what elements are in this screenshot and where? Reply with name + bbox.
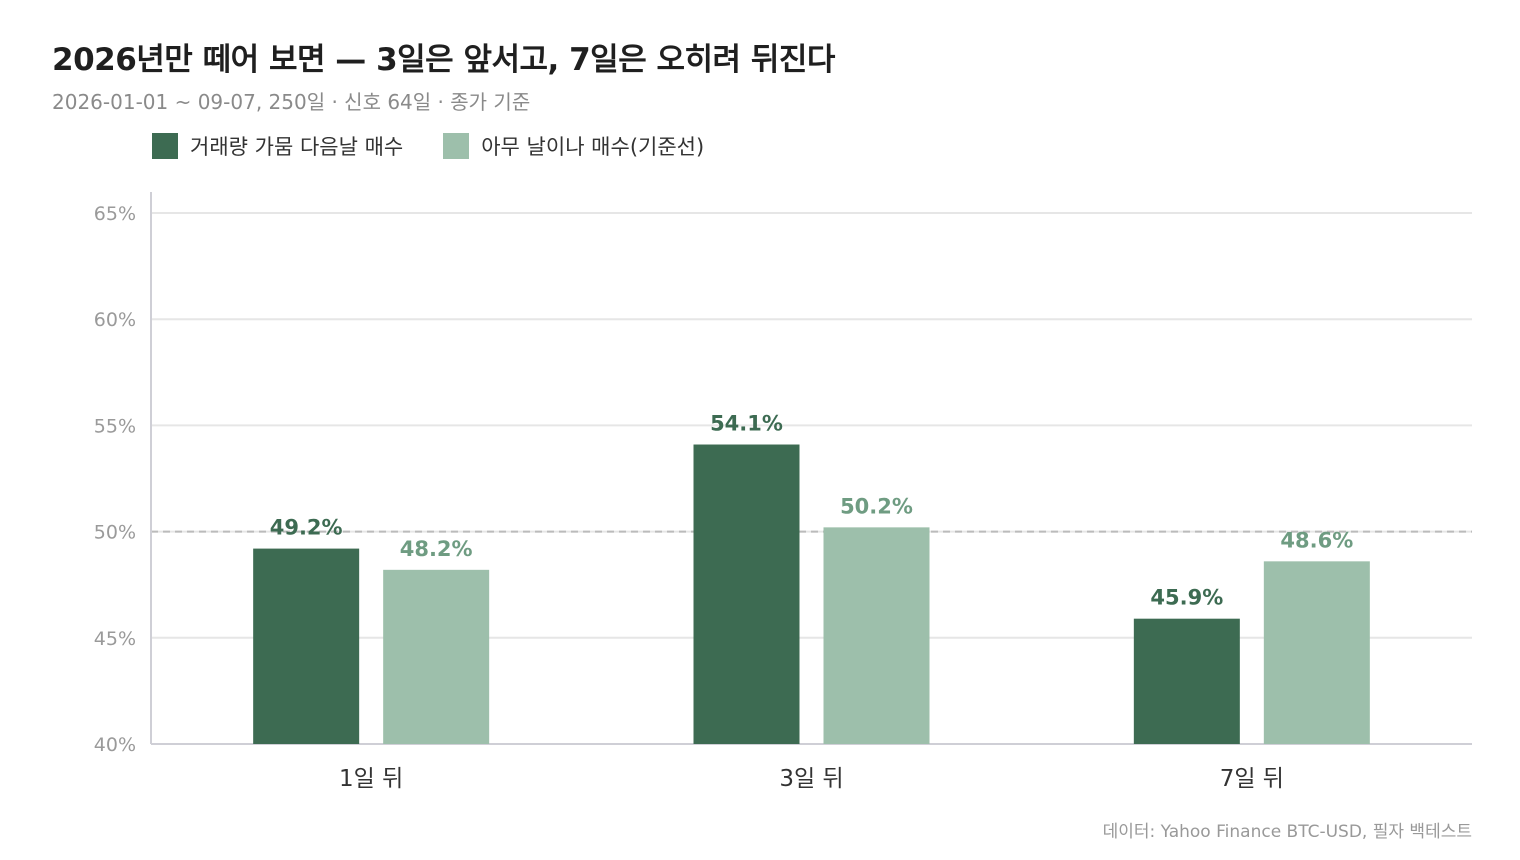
chart-title: 2026년만 떼어 보면 — 3일은 앞서고, 7일은 오히려 뒤진다: [52, 42, 835, 78]
x-tick-label: 7일 뒤: [1220, 766, 1284, 792]
data-label: 48.2%: [400, 537, 473, 561]
y-tick-label: 60%: [94, 309, 136, 331]
y-tick-label: 50%: [94, 522, 136, 544]
bar-signal: [253, 548, 360, 744]
y-tick-label: 40%: [94, 734, 136, 756]
x-tick-label: 1일 뒤: [339, 766, 403, 792]
data-label: 48.6%: [1280, 528, 1353, 552]
legend-item-baseline: 아무 날이나 매수(기준선): [443, 131, 704, 161]
bar-signal: [693, 444, 800, 744]
y-tick-label: 55%: [94, 415, 136, 437]
legend-label-baseline: 아무 날이나 매수(기준선): [481, 135, 705, 159]
legend-swatch-signal: [152, 133, 178, 159]
legend-swatch-baseline: [443, 133, 470, 159]
legend-item-signal: 거래량 가뭄 다음날 매수: [152, 131, 403, 161]
data-label: 49.2%: [270, 516, 343, 540]
bar-baseline: [823, 527, 930, 744]
bar-baseline: [383, 569, 490, 744]
y-tick-label: 65%: [94, 203, 136, 225]
data-label: 45.9%: [1150, 586, 1223, 610]
data-label: 54.1%: [710, 412, 783, 436]
chart-subtitle: 2026-01-01 ~ 09-07, 250일 · 신호 64일 · 종가 기…: [52, 90, 531, 114]
x-tick-label: 3일 뒤: [779, 766, 843, 792]
legend: 거래량 가뭄 다음날 매수 아무 날이나 매수(기준선): [152, 131, 704, 161]
data-source: 데이터: Yahoo Finance BTC-USD, 필자 백테스트: [1102, 822, 1472, 842]
data-label: 50.2%: [840, 494, 913, 518]
y-tick-label: 45%: [94, 628, 136, 650]
bar-signal: [1133, 618, 1240, 744]
bar-baseline: [1263, 561, 1370, 744]
legend-label-signal: 거래량 가뭄 다음날 매수: [190, 135, 404, 159]
